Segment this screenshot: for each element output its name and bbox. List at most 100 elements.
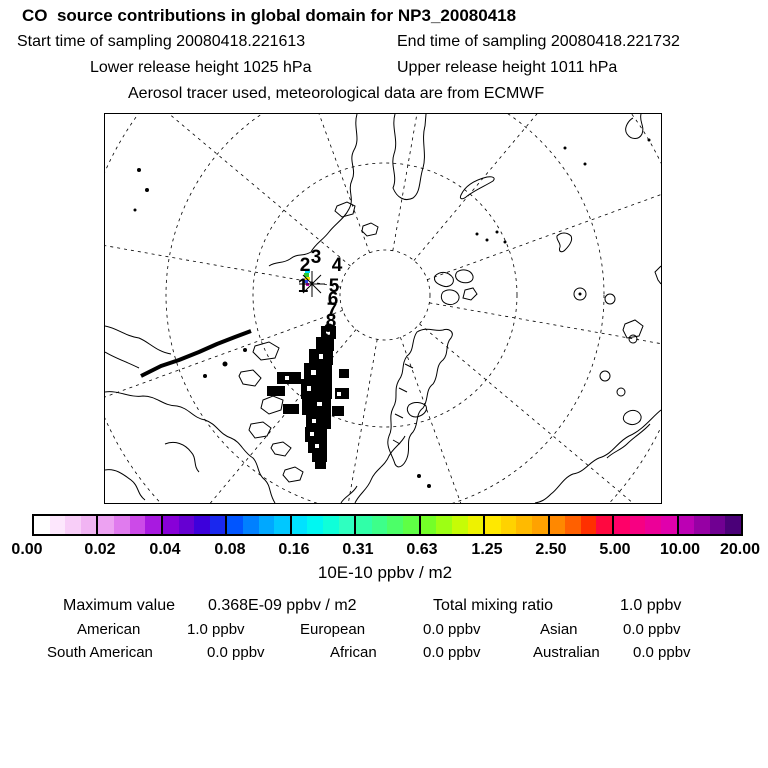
colorbar-segment <box>162 516 228 534</box>
meridian-line <box>105 245 341 288</box>
trajectory-hour-label: 3 <box>311 247 322 268</box>
stat-label: Maximum value <box>63 597 176 614</box>
colorbar-cell <box>114 516 130 534</box>
colorbar-tick-label: 0.63 <box>406 541 438 558</box>
colorbar-segment <box>227 516 292 534</box>
colorbar-cell <box>80 516 97 534</box>
colorbar-cell <box>242 516 259 534</box>
trajectory-hour-label: 7 <box>327 300 338 321</box>
colorbar-cell <box>500 516 517 534</box>
trajectory-cluster <box>267 326 349 469</box>
trajectory-hour-label: 1 <box>298 276 309 297</box>
colorbar-cell <box>65 516 81 534</box>
colorbar-cell <box>387 516 404 534</box>
colorbar-segment <box>98 516 163 534</box>
stat-value: 0.368E-09 ppbv / m2 <box>208 597 357 614</box>
colorbar-cell <box>129 516 146 534</box>
colorbar-cell <box>178 516 195 534</box>
colorbar-segment <box>34 516 99 534</box>
release-marker <box>299 271 325 297</box>
trajectory-hour-label: 8 <box>326 311 337 332</box>
contribution-region-label: European <box>300 621 366 638</box>
colorbar-cell <box>629 516 646 534</box>
colorbar-cell <box>338 516 355 534</box>
footprint-cell <box>304 280 308 283</box>
colorbar-cell <box>162 516 179 534</box>
colorbar-cell <box>709 516 726 534</box>
colorbar-cell <box>516 516 532 534</box>
meridian-line <box>318 114 370 253</box>
colorbar-tick-label: 0.16 <box>278 541 310 558</box>
upper-release-label: Upper release height 1011 hPa <box>397 59 618 76</box>
colorbar-cell <box>596 516 613 534</box>
colorbar-cell <box>371 516 388 534</box>
colorbar-cell <box>34 516 50 534</box>
footprint-cell <box>305 277 310 280</box>
colorbar-cell <box>98 516 115 534</box>
colorbar-cell <box>227 516 243 534</box>
colorbar-cell <box>209 516 226 534</box>
colorbar-segment <box>291 516 357 534</box>
trajectory-hour-label: 4 <box>332 255 343 276</box>
colorbar-cell <box>485 516 501 534</box>
colorbar-segment <box>420 516 486 534</box>
colorbar-segment <box>614 516 679 534</box>
meridian-line <box>429 302 661 345</box>
footprint-cell <box>304 273 309 277</box>
colorbar-cell <box>549 516 566 534</box>
colorbar-cell <box>323 516 339 534</box>
colorbar-cell <box>258 516 275 534</box>
footprint-cell <box>305 269 310 273</box>
page-title: CO source contributions in global domain… <box>22 6 517 25</box>
stat-value: 1.0 ppbv <box>620 597 682 614</box>
colorbar-tick-label: 0.00 <box>11 541 43 558</box>
colorbar-tick-label: 0.08 <box>214 541 246 558</box>
colorbar-cell <box>580 516 597 534</box>
meridian-line <box>413 114 538 261</box>
colorbar-cell <box>451 516 468 534</box>
colorbar-segment <box>549 516 615 534</box>
colorbar-tick-label: 0.02 <box>84 541 116 558</box>
stat-label: Total mixing ratio <box>433 597 554 614</box>
colorbar-cell <box>49 516 66 534</box>
contribution-value: 0.0 ppbv <box>423 621 481 638</box>
colorbar-cell <box>420 516 437 534</box>
meridian-line <box>105 310 343 398</box>
colorbar-cell <box>725 516 741 534</box>
colorbar-cell <box>467 516 484 534</box>
colorbar-cell <box>532 516 548 534</box>
colorbar-tick-label: 20.00 <box>719 541 761 558</box>
colorbar-tick-label: 2.50 <box>535 541 567 558</box>
graticule <box>105 114 661 503</box>
colorbar-cell <box>565 516 581 534</box>
release-asterisk-line <box>302 274 322 294</box>
colorbar-segment <box>678 516 741 534</box>
coastlines <box>105 114 661 503</box>
contribution-value: 0.0 ppbv <box>633 644 691 661</box>
colorbar-cell <box>307 516 324 534</box>
contribution-value: 1.0 ppbv <box>187 621 245 638</box>
colorbar-tick-label: 5.00 <box>599 541 631 558</box>
meridian-line <box>392 114 418 251</box>
trajectory-hour-label: 2 <box>300 255 311 276</box>
contribution-region-label: African <box>330 644 377 661</box>
colorbar-cell <box>645 516 661 534</box>
contribution-region-label: American <box>77 621 141 638</box>
colorbar-cell <box>291 516 308 534</box>
contribution-value: 0.0 ppbv <box>207 644 265 661</box>
contribution-region-label: Asian <box>540 621 578 638</box>
meridian-line <box>168 114 351 267</box>
tracer-note-label: Aerosol tracer used, meteorological data… <box>128 85 545 102</box>
colorbar-cell <box>614 516 630 534</box>
contribution-region-label: Australian <box>533 644 600 661</box>
contribution-value: 0.0 ppbv <box>623 621 681 638</box>
start-time-label: Start time of sampling 20080418.221613 <box>17 33 306 50</box>
meridian-line <box>347 339 378 503</box>
colorbar-tick-label: 0.31 <box>342 541 374 558</box>
colorbar-cell <box>356 516 372 534</box>
colorbar-cell <box>274 516 290 534</box>
colorbar-cell <box>660 516 677 534</box>
